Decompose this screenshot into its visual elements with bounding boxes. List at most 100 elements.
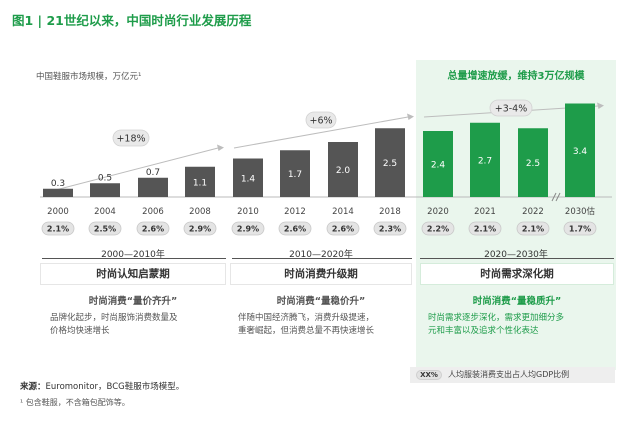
x-tick-label: 2030估 — [565, 206, 596, 217]
gdp-share-pill — [421, 221, 455, 236]
period-divider-2 — [232, 258, 412, 259]
bar — [565, 103, 595, 197]
bar-value-label: 1.4 — [241, 174, 256, 184]
figure-title: 图1 | 21世纪以来，中国时尚行业发展历程 — [12, 13, 252, 28]
bar-value-label: 1.1 — [193, 178, 207, 188]
source-label: 来源： — [20, 382, 46, 392]
bar-value-label: 2.7 — [478, 156, 492, 166]
source-note: 来源：Euromonitor，BCG鞋服市场模型。 — [20, 380, 184, 392]
x-tick-label: 2022 — [522, 207, 544, 217]
growth-badge — [112, 129, 150, 147]
gdp-share-label: 2.3% — [379, 225, 401, 234]
x-tick-label: 2000 — [47, 207, 69, 217]
bar-value-label: 1.7 — [288, 170, 302, 180]
gdp-share-label: 2.5% — [94, 225, 116, 234]
stage-description-2-line-1: 伴随中国经济腾飞，消费升级提速， — [238, 313, 375, 323]
stage-subtitle-1: 时尚消费“量价齐升” — [88, 296, 178, 307]
gdp-share-pill — [563, 221, 597, 236]
gdp-share-pill — [468, 221, 502, 236]
legend-text: 人均服装消费支出占人均GDP比例 — [448, 370, 570, 379]
gdp-share-pill — [136, 221, 170, 236]
bar — [328, 142, 358, 197]
gdp-share-pill — [231, 221, 265, 236]
growth-trend-arrowhead — [597, 102, 604, 109]
growth-badge-label: +6% — [309, 116, 332, 127]
bar — [185, 166, 215, 197]
source-text: Euromonitor，BCG鞋服市场模型。 — [45, 382, 185, 392]
gdp-share-label: 2.6% — [142, 225, 164, 234]
bar — [138, 177, 168, 197]
growth-badge-label: +3-4% — [495, 104, 528, 115]
bar-value-label: 2.5 — [383, 159, 397, 169]
stage-description-3: 时尚需求逐步深化，需求更加细分多 元和丰富以及追求个性化表达 — [428, 312, 614, 338]
legend-pill: XX% — [416, 370, 442, 380]
gdp-share-pill — [516, 221, 550, 236]
bar-value-label: 0.5 — [98, 173, 112, 183]
gdp-share-label: 2.6% — [332, 225, 354, 234]
growth-badge — [489, 99, 533, 117]
legend: XX% 人均服装消费支出占人均GDP比例 — [410, 367, 615, 383]
gdp-share-pill — [88, 221, 122, 236]
stage-box-2: 时尚消费升级期 — [230, 263, 412, 285]
gdp-share-label: 2.9% — [237, 225, 259, 234]
gdp-share-label: 2.1% — [47, 225, 69, 234]
stage-description-2: 伴随中国经济腾飞，消费升级提速， 重奢崛起，但消费总量不再快速增长 — [238, 312, 414, 338]
period-divider-1 — [42, 258, 226, 259]
y-axis-label: 中国鞋服市场规模，万亿元¹ — [36, 72, 142, 82]
growth-trend-arrowhead — [407, 113, 414, 120]
stage-description-1: 品牌化起步，时尚服饰消费数量及 价格均快速增长 — [50, 312, 226, 338]
market-size-bar-chart: +18% +6% +3-4% 0.3 2000 2.1% 0.5 2004 2.5% 0.7 200… — [40, 99, 612, 236]
bar — [280, 150, 310, 197]
period-range-2: 2010—2020年 — [289, 250, 353, 260]
stage-description-1-line-1: 品牌化起步，时尚服饰消费数量及 — [50, 313, 178, 323]
growth-trend-arrowhead — [217, 144, 224, 151]
bar — [470, 122, 500, 197]
x-tick-label: 2010 — [237, 207, 259, 217]
gdp-share-label: 2.9% — [189, 225, 211, 234]
bar — [43, 188, 73, 197]
gdp-share-label: 2.6% — [284, 225, 306, 234]
period-range-3: 2020—2030年 — [484, 250, 548, 260]
bar-value-label: 3.4 — [573, 147, 588, 157]
x-tick-label: 2008 — [189, 207, 211, 217]
gdp-share-pill — [183, 221, 217, 236]
bar-value-label: 2.4 — [431, 161, 446, 171]
stage-box-3: 时尚需求深化期 — [420, 263, 614, 285]
x-tick-label: 2021 — [474, 207, 496, 217]
gdp-share-label: 2.2% — [427, 225, 449, 234]
stage-description-2-line-2: 重奢崛起，但消费总量不再快速增长 — [238, 326, 375, 336]
stage-description-3-line-1: 时尚需求逐步深化，需求更加细分多 — [428, 313, 565, 323]
bar-value-label: 2.5 — [526, 159, 540, 169]
x-tick-label: 2018 — [379, 207, 401, 217]
stage-description-3-line-2: 元和丰富以及追求个性化表达 — [428, 326, 539, 336]
x-tick-label: 2004 — [94, 207, 116, 217]
bar — [375, 128, 405, 197]
highlight-caption: 总量增速放缓，维持3万亿规模 — [447, 71, 585, 82]
x-tick-label: 2020 — [427, 207, 449, 217]
bar-value-label: 0.3 — [51, 179, 65, 189]
gdp-share-label: 2.1% — [522, 225, 544, 234]
bar — [233, 158, 263, 197]
gdp-share-label: 1.7% — [569, 225, 591, 234]
bar-value-label: 2.0 — [336, 166, 351, 176]
footnote: ¹ 包含鞋服，不含箱包配饰等。 — [20, 398, 130, 407]
bar — [518, 128, 548, 197]
stage-description-1-line-2: 价格均快速增长 — [50, 326, 110, 336]
x-tick-label: 2014 — [332, 207, 354, 217]
gdp-share-pill — [278, 221, 312, 236]
growth-trend-line — [43, 147, 219, 194]
stage-box-1: 时尚认知启蒙期 — [40, 263, 226, 285]
growth-trend-line — [233, 116, 409, 149]
x-tick-label: 2012 — [284, 207, 306, 217]
gdp-share-pill — [373, 221, 407, 236]
stage-subtitle-3: 时尚消费“量稳质升” — [472, 296, 562, 307]
growth-badge-label: +18% — [116, 134, 145, 145]
period-range-1: 2000—2010年 — [101, 250, 165, 260]
growth-badge — [305, 111, 337, 129]
gdp-share-label: 2.1% — [474, 225, 496, 234]
axis-break-mark — [551, 192, 557, 202]
axis-break-mark — [555, 192, 561, 202]
bar — [423, 131, 453, 197]
gdp-share-pill — [41, 221, 75, 236]
stage-subtitle-2: 时尚消费“量稳价升” — [276, 296, 366, 307]
